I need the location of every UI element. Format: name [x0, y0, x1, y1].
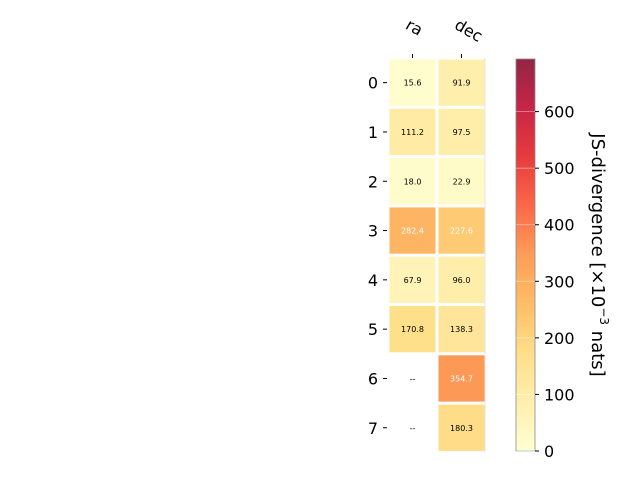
cell-label-7-ra: -- [410, 424, 416, 433]
heatmap-cell-3-dec [438, 207, 485, 254]
cell-label-7-dec: 180.3 [450, 424, 473, 433]
heatmap-cell-0-ra [389, 59, 436, 106]
heatmap-cell-5-ra [389, 306, 436, 353]
row-label-6: 6 [368, 369, 378, 388]
heatmap-cell-4-ra [389, 256, 436, 303]
cell-label-4-dec: 96.0 [453, 276, 471, 285]
heatmap-cell-4-dec [438, 256, 485, 303]
cell-label-0-ra: 15.6 [404, 79, 422, 88]
colorbar-tick-label-200: 200 [544, 329, 575, 348]
cell-label-5-ra: 170.8 [401, 325, 424, 334]
colorbar-tick-label-500: 500 [544, 159, 575, 178]
colorbar-tick-label-300: 300 [544, 272, 575, 291]
cell-label-1-dec: 97.5 [453, 128, 471, 137]
colorbar-tick-label-400: 400 [544, 216, 575, 235]
colorbar-title-exponent: −3 [597, 307, 611, 325]
colorbar-title: JS-divergence [×10−3 nats] [587, 132, 611, 376]
row-label-7: 7 [368, 419, 378, 438]
cell-label-4-ra: 67.9 [404, 276, 422, 285]
heatmap-cell-6-dec [438, 355, 485, 402]
heatmap-cell-1-ra [389, 108, 436, 156]
colorbar-tick-label-100: 100 [544, 385, 575, 404]
row-label-5: 5 [368, 320, 378, 339]
heatmap-cell-7-dec [438, 404, 485, 451]
heatmap-cell-2-dec [438, 158, 485, 205]
colorbar-gradient [515, 58, 536, 452]
row-label-4: 4 [368, 271, 378, 290]
row-label-2: 2 [368, 172, 378, 191]
column-labels: ra dec [403, 15, 486, 58]
cell-label-1-ra: 111.2 [401, 128, 424, 137]
colorbar-ticks: 0 100 200 300 400 500 600 [516, 103, 575, 461]
cell-label-3-dec: 227.6 [450, 227, 473, 236]
heatmap-cell-0-dec [438, 59, 485, 106]
heatmap-cell-5-dec [438, 306, 485, 353]
cell-label-5-dec: 138.3 [450, 325, 473, 334]
heatmap-cell-1-dec [438, 108, 485, 156]
colorbar-tick-label-600: 600 [544, 103, 575, 122]
colorbar-title-unit: nats] [587, 325, 608, 377]
cell-label-2-ra: 18.0 [404, 177, 422, 186]
cell-label-2-dec: 22.9 [453, 177, 471, 186]
cell-label-3-ra: 282.4 [401, 227, 424, 236]
heatmap-cell-3-ra [389, 207, 436, 254]
row-label-3: 3 [368, 222, 378, 241]
cell-label-6-ra: -- [410, 374, 416, 383]
heatmap-grid: 15.6 91.9 111.2 97.5 18.0 22.9 282.4 227.6 67.9 9… [389, 58, 486, 453]
colorbar: 0 100 200 300 400 500 600 JS-divergence [×10−3… [515, 58, 611, 461]
row-label-1: 1 [368, 123, 378, 142]
colorbar-tick-label-0: 0 [544, 442, 554, 461]
cell-label-0-dec: 91.9 [453, 79, 471, 88]
colorbar-title-main: JS-divergence [×10 [587, 132, 608, 307]
heatmap-cell-2-ra [389, 158, 436, 205]
row-label-0: 0 [368, 74, 378, 93]
column-label-dec: dec [452, 15, 486, 46]
row-labels: 0 1 2 3 4 5 6 7 [368, 74, 387, 438]
column-label-ra: ra [403, 15, 427, 40]
cell-label-6-dec: 354.7 [450, 374, 473, 383]
